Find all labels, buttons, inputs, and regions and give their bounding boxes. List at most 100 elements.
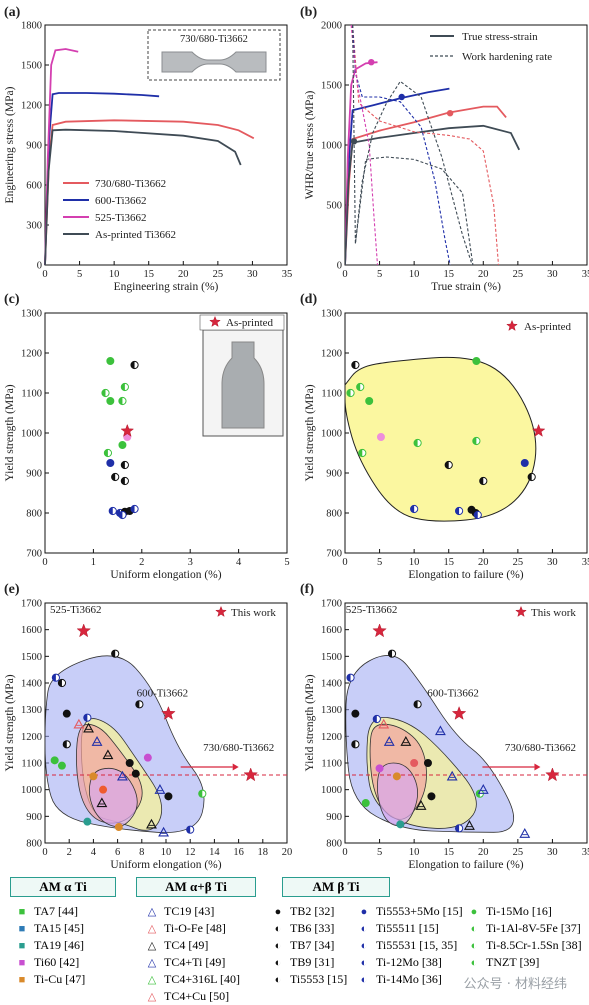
- x-tick-label: 10: [409, 557, 420, 568]
- data-point-fill: [186, 826, 191, 834]
- series-line: [44, 48, 79, 266]
- x-tick-label: 1: [91, 557, 96, 568]
- legend-group-title: AM β Ti: [282, 877, 390, 897]
- data-point-fill: [410, 505, 415, 513]
- data-point: [114, 823, 123, 832]
- arrow-head: [232, 763, 239, 771]
- legend-item: ◐ Ti-1Al-8V-5Fe [37]: [470, 921, 581, 935]
- data-point: [446, 770, 458, 781]
- data-point-fill: [455, 824, 460, 832]
- data-point: [164, 792, 173, 801]
- legend-item: ◐ Ti-12Mo [38]: [360, 955, 442, 969]
- star-label: 730/680-Ti3662: [505, 742, 576, 754]
- data-point: [154, 784, 166, 794]
- data-point: [73, 718, 85, 729]
- data-point: [427, 792, 436, 801]
- legend-star: [209, 315, 221, 327]
- legend-item: ◐ TB6 [33]: [274, 921, 335, 935]
- data-point: [378, 718, 390, 729]
- legend-group-title: AM α+β Ti: [136, 877, 256, 897]
- y-tick-label: 1300: [21, 705, 42, 716]
- legend-label: Work hardening rate: [462, 51, 552, 63]
- data-point-fill: [104, 449, 108, 457]
- panel-a: 0 5 10 15 20 25 30 35 0 300 600 900 1200 1500 1800 Engi…: [4, 5, 292, 293]
- x-tick-label: 12: [185, 847, 196, 858]
- x-tick-label: 2: [67, 847, 72, 858]
- y-tick-label: 0: [337, 261, 342, 272]
- data-point-fill: [130, 505, 135, 513]
- y-tick-label: 1600: [321, 625, 342, 636]
- legend-label: True stress-strain: [462, 31, 538, 43]
- data-point: [415, 800, 427, 810]
- legend-label: 525-Ti3662: [95, 212, 147, 224]
- data-point: [520, 458, 529, 467]
- star-label: 600-Ti3662: [137, 688, 189, 700]
- this-work-star: [161, 705, 176, 720]
- envelope-region: [344, 356, 537, 522]
- data-point: [106, 356, 115, 365]
- y-tick-label: 1700: [321, 599, 342, 610]
- legend-item: ● Ti-15Mo [16]: [470, 904, 552, 918]
- x-tick-label: 4: [236, 557, 242, 568]
- star-label: 730/680-Ti3662: [203, 742, 274, 754]
- y-axis-label: Yield strength (MPa): [4, 674, 16, 771]
- data-point: [410, 759, 419, 768]
- y-tick-label: 1000: [321, 141, 342, 152]
- data-point-fill: [445, 461, 449, 469]
- x-tick-label: 8: [139, 847, 144, 858]
- y-axis-label: Yield strength (MPa): [304, 674, 316, 771]
- alpha-ti-region-2: [377, 762, 418, 827]
- data-point-fill: [351, 740, 356, 748]
- legend-item-label: Ti60 [42]: [34, 955, 80, 969]
- x-tick-label: 20: [282, 847, 293, 858]
- y-tick-label: 900: [26, 812, 42, 823]
- x-tick-label: 25: [513, 847, 524, 858]
- y-tick-label: 1500: [321, 81, 342, 92]
- legend-item-label: TB9 [31]: [290, 955, 335, 969]
- legend-item: △ TC4 [49]: [147, 938, 209, 952]
- y-tick-label: 900: [26, 141, 42, 152]
- y-tick-label: 1000: [321, 429, 342, 440]
- whr-line: [354, 156, 474, 265]
- x-tick-label: 10: [409, 847, 420, 858]
- data-point: [106, 458, 115, 467]
- legend-item: ◐ TNZT [39]: [470, 955, 540, 969]
- this-work-star: [372, 623, 387, 638]
- legend-item: ■ Ti60 [42]: [18, 955, 80, 969]
- arrow-head: [534, 763, 541, 771]
- y-tick-label: 1700: [21, 599, 42, 610]
- y-tick-label: 1600: [21, 625, 42, 636]
- legend-star: [215, 605, 227, 617]
- y-tick-label: 1200: [21, 732, 42, 743]
- y-tick-label: 1400: [21, 679, 42, 690]
- stress-line: [345, 87, 450, 265]
- data-point: [99, 785, 108, 794]
- x-tick-label: 6: [115, 847, 120, 858]
- legend-item-label: TA19 [46]: [34, 938, 85, 952]
- y-tick-label: 1000: [21, 785, 42, 796]
- legend-label: As-printed Ti3662: [95, 229, 176, 241]
- intersection-marker: [446, 110, 454, 117]
- legend-label: 730/680-Ti3662: [95, 178, 166, 190]
- legend-item-label: Ti-12Mo [38]: [376, 955, 442, 969]
- data-point: [96, 797, 108, 808]
- y-axis-label: Engineering stress (MPa): [4, 86, 16, 203]
- intersection-marker: [350, 138, 358, 145]
- x-tick-label: 15: [443, 269, 454, 280]
- y-tick-label: 1100: [321, 759, 342, 770]
- x-tick-label: 0: [42, 847, 47, 858]
- legend-item: ■ Ti-Cu [47]: [18, 972, 86, 986]
- y-tick-label: 1500: [321, 652, 342, 663]
- legend-item-label: Ti-15Mo [16]: [486, 904, 552, 918]
- x-tick-label: 35: [282, 269, 293, 280]
- y-tick-label: 1500: [21, 61, 42, 72]
- legend-item-label: TB6 [33]: [290, 921, 335, 935]
- x-tick-label: 20: [178, 269, 189, 280]
- legend-item: ◐ Ti55531 [15, 35]: [360, 938, 458, 952]
- y-tick-label: 1400: [321, 679, 342, 690]
- panel-label: (d): [300, 292, 317, 307]
- data-point: [396, 820, 405, 829]
- plot-frame: [344, 602, 588, 844]
- data-point: [131, 769, 140, 778]
- legend-item-label: TB2 [32]: [290, 904, 335, 918]
